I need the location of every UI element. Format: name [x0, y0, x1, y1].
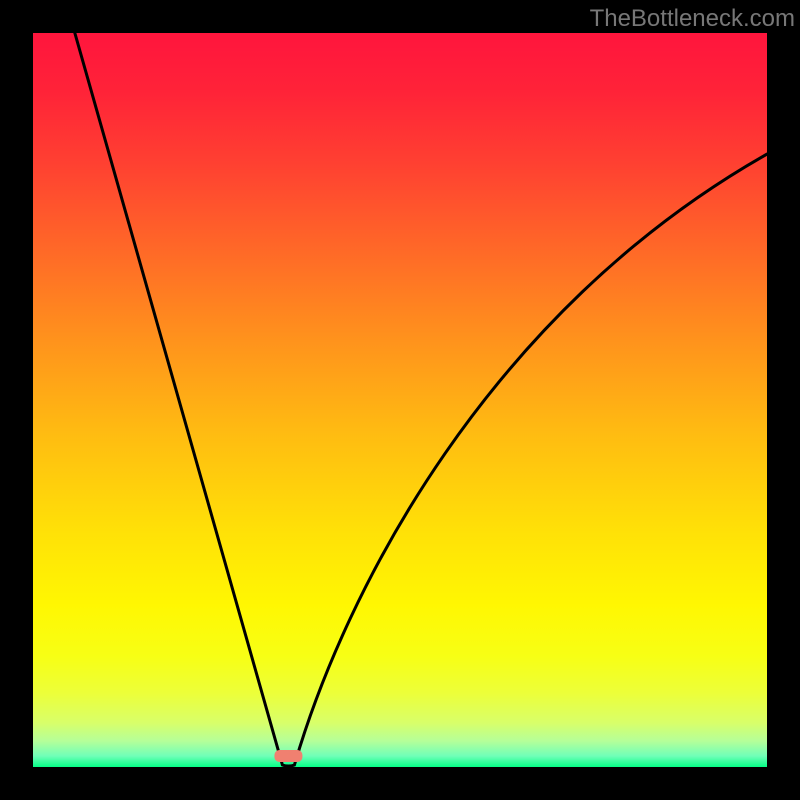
figure-root: TheBottleneck.com [0, 0, 800, 800]
minimum-marker [274, 750, 302, 762]
plot-area [33, 33, 767, 767]
bottleneck-curve [75, 33, 767, 766]
curve-layer [33, 33, 767, 767]
watermark-text: TheBottleneck.com [590, 5, 795, 33]
